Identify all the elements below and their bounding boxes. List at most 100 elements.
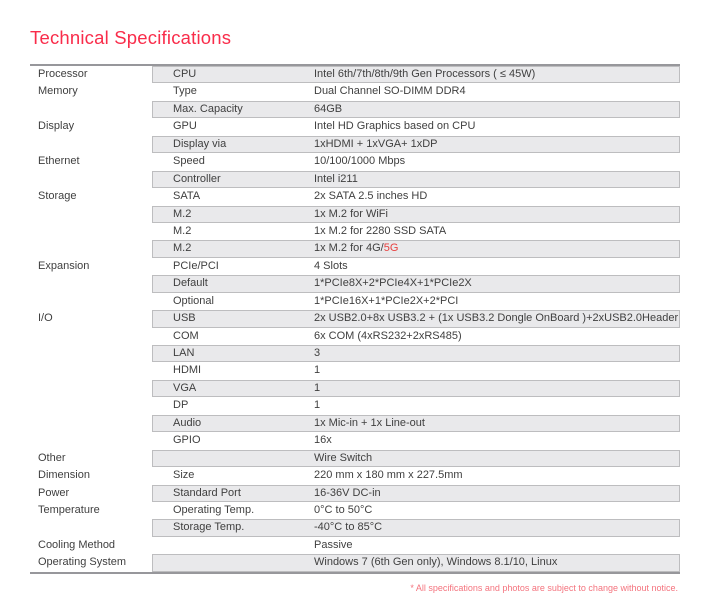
spec-value-text: 64GB xyxy=(314,102,343,115)
spec-value-text: 1x M.2 for WiFi xyxy=(314,207,388,220)
spec-value-text: 1x M.2 for 2280 SSD SATA xyxy=(314,224,447,237)
table-row: DP 1 xyxy=(30,397,680,414)
spec-value-cell: Windows 7 (6th Gen only), Windows 8.1/10… xyxy=(311,555,679,570)
spec-value-cell: Intel HD Graphics based on CPU xyxy=(311,119,679,134)
spec-value-cell: 1 xyxy=(311,398,679,413)
spec-band: Max. Capacity 64GB xyxy=(152,100,680,119)
spec-label-cell: GPIO xyxy=(173,434,201,447)
category-cell xyxy=(30,293,152,310)
spec-label-cell: Max. Capacity xyxy=(173,102,243,115)
spec-value-text: 1 xyxy=(314,399,321,412)
spec-value-cell: -40°C to 85°C xyxy=(311,520,679,535)
spec-label-cell xyxy=(153,538,311,553)
table-row: LAN 3 xyxy=(30,345,680,363)
spec-value-cell: Intel i211 xyxy=(311,172,679,187)
spec-band: Default 1*PCIe8X+2*PCIe4X+1*PCIe2X xyxy=(152,275,680,293)
spec-value-text: 1 xyxy=(314,364,321,377)
spec-label-cell: DP xyxy=(173,399,189,412)
table-row: COM 6x COM (4xRS232+2xRS485) xyxy=(30,328,680,345)
spec-value-cell: 6x COM (4xRS232+2xRS485) xyxy=(311,329,679,344)
spec-band: SATA 2x SATA 2.5 inches HD xyxy=(152,188,680,205)
spec-value-text: 1*PCIe16X+1*PCIe2X+2*PCI xyxy=(314,294,459,307)
spec-value-cell: 0°C to 50°C xyxy=(311,503,679,518)
spec-value-text: Intel HD Graphics based on CPU xyxy=(314,120,476,133)
spec-value-text: 220 mm x 180 mm x 227.5mm xyxy=(314,469,463,482)
spec-band: GPU Intel HD Graphics based on CPU xyxy=(152,118,680,135)
table-row: Controller Intel i211 xyxy=(30,170,680,189)
spec-value-text: Dual Channel SO-DIMM DDR4 xyxy=(314,85,466,98)
spec-label-cell: COM xyxy=(173,329,199,342)
spec-band: Storage Temp. -40°C to 85°C xyxy=(152,519,680,537)
spec-label-cell: USB xyxy=(173,312,196,325)
spec-label-cell: HDMI xyxy=(173,364,202,377)
spec-band: Passive xyxy=(152,537,680,554)
spec-value-cell: 4 Slots xyxy=(311,259,679,274)
category-cell: Power xyxy=(38,486,70,499)
spec-band: Operating Temp. 0°C to 50°C xyxy=(152,502,680,519)
spec-value-cell: 1xHDMI + 1xVGA+ 1xDP xyxy=(311,137,679,152)
spec-value-cell: 2x USB2.0+8x USB3.2 + (1x USB3.2 Dongle … xyxy=(311,311,679,326)
category-cell xyxy=(30,136,152,153)
spec-value-text: 4 Slots xyxy=(314,259,348,272)
spec-band: Controller Intel i211 xyxy=(152,170,680,189)
spec-value-text: 2x USB2.0+8x USB3.2 + (1x USB3.2 Dongle … xyxy=(314,312,679,325)
spec-band: COM 6x COM (4xRS232+2xRS485) xyxy=(152,328,680,345)
spec-value-cell: 1x Mic-in + 1x Line-out xyxy=(311,416,679,431)
spec-value-cell: 1x M.2 for 4G/5G xyxy=(311,241,679,256)
spec-label-cell: SATA xyxy=(173,190,201,203)
spec-label-cell: Size xyxy=(173,469,195,482)
spec-value-text: 0°C to 50°C xyxy=(314,503,373,516)
spec-value-cell: Wire Switch xyxy=(311,451,679,466)
table-row: Temperature Operating Temp. 0°C to 50°C xyxy=(30,502,680,519)
spec-label-cell: Speed xyxy=(173,155,205,168)
spec-band: VGA 1 xyxy=(152,379,680,398)
spec-value-cell: 220 mm x 180 mm x 227.5mm xyxy=(311,468,679,483)
spec-value-text: 10/100/1000 Mbps xyxy=(314,155,406,168)
table-row: Storage SATA 2x SATA 2.5 inches HD xyxy=(30,188,680,205)
category-cell xyxy=(30,345,152,362)
table-row: Audio 1x Mic-in + 1x Line-out xyxy=(30,414,680,433)
table-row: M.2 1x M.2 for 4G/5G xyxy=(30,240,680,258)
spec-label-cell: M.2 xyxy=(173,207,192,220)
table-row: Memory Type Dual Channel SO-DIMM DDR4 xyxy=(30,83,680,100)
spec-value-cell: 16x xyxy=(311,433,679,448)
spec-value-cell: 1x M.2 for WiFi xyxy=(311,207,679,222)
category-cell xyxy=(30,415,152,432)
spec-value-cell: 16-36V DC-in xyxy=(311,486,679,501)
spec-label-cell xyxy=(153,555,311,570)
table-row: Power Standard Port 16-36V DC-in xyxy=(30,484,680,502)
spec-label-cell: Display via xyxy=(173,137,227,150)
table-row: HDMI 1 xyxy=(30,362,680,379)
category-cell: Display xyxy=(38,120,75,133)
spec-band: HDMI 1 xyxy=(152,362,680,379)
spec-value-text: 1x Mic-in + 1x Line-out xyxy=(314,416,425,429)
spec-value-cell: 64GB xyxy=(311,102,679,117)
table-row: M.2 1x M.2 for WiFi xyxy=(30,205,680,223)
category-cell: Memory xyxy=(38,85,78,98)
table-row: GPIO 16x xyxy=(30,432,680,449)
spec-label-cell: Storage Temp. xyxy=(173,521,245,534)
spec-label-cell: Controller xyxy=(173,172,221,185)
spec-value-cell: 1*PCIe16X+1*PCIe2X+2*PCI xyxy=(311,294,679,309)
spec-value-text: 1xHDMI + 1xVGA+ 1xDP xyxy=(314,137,438,150)
category-cell xyxy=(30,206,152,223)
spec-value-text: 1x M.2 for 4G/ xyxy=(314,242,384,255)
category-cell xyxy=(30,171,152,188)
spec-label-cell: CPU xyxy=(173,68,197,80)
spec-label-cell: Audio xyxy=(173,416,202,429)
spec-label-cell: Operating Temp. xyxy=(173,503,255,516)
table-row: Optional 1*PCIe16X+1*PCIe2X+2*PCI xyxy=(30,293,680,310)
spec-value-text: -40°C to 85°C xyxy=(314,521,383,534)
spec-label-cell: M.2 xyxy=(173,242,192,255)
spec-value-text: Windows 7 (6th Gen only), Windows 8.1/10… xyxy=(314,556,558,569)
spec-band: GPIO 16x xyxy=(152,432,680,449)
category-cell: Other xyxy=(38,451,66,464)
spec-value-text: 2x SATA 2.5 inches HD xyxy=(314,190,428,203)
spec-value-text: 6x COM (4xRS232+2xRS485) xyxy=(314,329,462,342)
spec-band: Wire Switch xyxy=(152,449,680,468)
spec-label-cell: Default xyxy=(173,277,208,290)
spec-value-text: Wire Switch xyxy=(314,451,373,464)
spec-value-cell: 1 xyxy=(311,381,679,396)
spec-value-cell: 1 xyxy=(311,363,679,378)
spec-band: M.2 1x M.2 for 2280 SSD SATA xyxy=(152,223,680,240)
